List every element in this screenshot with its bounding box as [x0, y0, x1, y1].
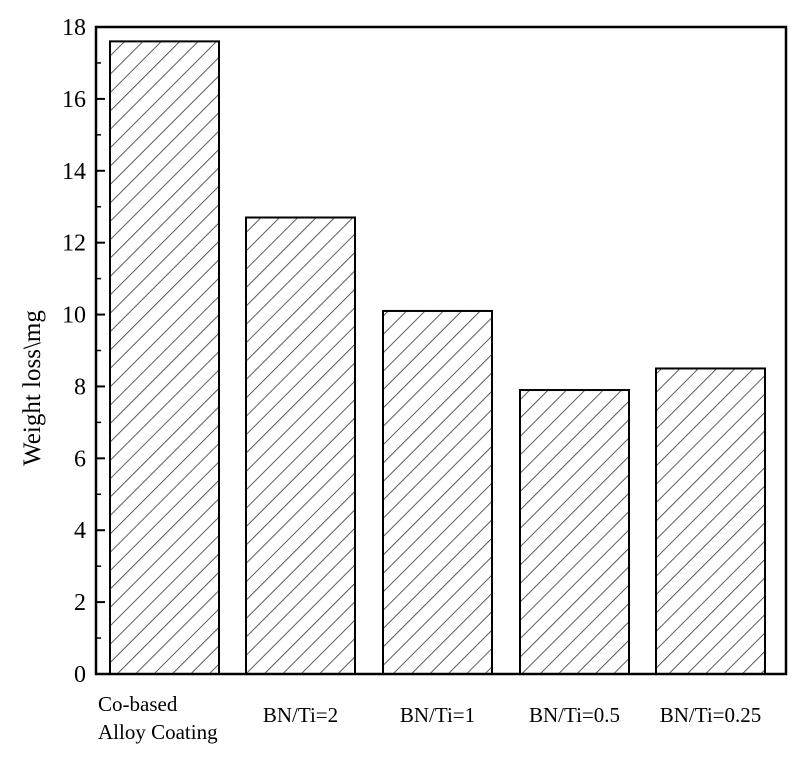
y-axis-label: Weight loss\mg [19, 310, 46, 466]
x-tick-label-1-line-2: Alloy Coating [98, 720, 218, 744]
bar-1 [109, 40, 220, 675]
y-tick-label-18: 18 [62, 15, 86, 41]
bar-3 [382, 309, 493, 675]
bar-4 [519, 389, 630, 675]
x-tick-label-4: BN/Ti=0.5 [529, 703, 620, 727]
y-tick-label-14: 14 [62, 159, 86, 185]
bar-2 [245, 216, 356, 675]
y-tick-label-10: 10 [62, 303, 86, 329]
bars-group [109, 40, 766, 675]
y-axis-ticks: 0 2 4 6 8 10 12 14 16 18 [62, 15, 105, 688]
x-axis-labels: Co-based Alloy Coating BN/Ti=2 BN/Ti=1 BN/Ti… [98, 692, 761, 744]
y-tick-label-4: 4 [74, 518, 86, 544]
y-tick-label-6: 6 [74, 446, 86, 472]
y-tick-label-0: 0 [74, 662, 86, 688]
y-tick-label-16: 16 [62, 87, 86, 113]
x-tick-label-1-line-1: Co-based [98, 692, 178, 716]
y-tick-label-2: 2 [74, 590, 86, 616]
x-tick-label-5: BN/Ti=0.25 [660, 703, 762, 727]
x-tick-label-2: BN/Ti=2 [263, 703, 338, 727]
y-tick-label-12: 12 [62, 231, 86, 257]
y-tick-label-8: 8 [74, 374, 86, 400]
x-tick-label-3: BN/Ti=1 [400, 703, 475, 727]
bar-5 [655, 367, 766, 675]
